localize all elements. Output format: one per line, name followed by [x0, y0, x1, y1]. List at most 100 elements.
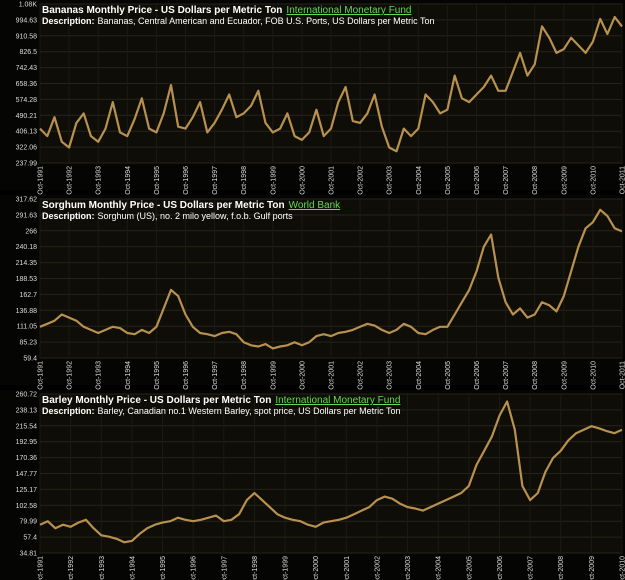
chart-title: Sorghum Monthly Price - US Dollars per M… — [42, 200, 285, 211]
x-tick-label: Oct-2000 — [313, 556, 320, 580]
x-tick-label: Oct-1996 — [183, 361, 190, 390]
x-tick-label: Oct-1995 — [154, 361, 161, 390]
x-tick-label: Oct-1999 — [270, 166, 277, 195]
y-tick-label: 214.35 — [16, 260, 38, 267]
x-tick-label: Oct-2009 — [561, 361, 568, 390]
y-tick-label: 266 — [25, 228, 37, 235]
x-tick-label: Oct-2010 — [590, 361, 597, 390]
y-tick-label: 826.5 — [19, 49, 37, 56]
x-tick-label: Oct-2002 — [374, 556, 381, 580]
x-tick-label: Oct-2004 — [436, 556, 443, 580]
x-tick-label: Oct-1997 — [212, 361, 219, 390]
y-tick-label: 658.36 — [16, 81, 38, 88]
x-tick-label: Oct-1995 — [160, 556, 167, 580]
y-tick-label: 291.63 — [16, 213, 38, 220]
y-tick-label: 59.4 — [23, 356, 37, 363]
y-tick-label: 406.13 — [16, 129, 38, 136]
description: Bananas, Central American and Ecuador, F… — [98, 16, 435, 26]
description-label: Description: — [42, 16, 95, 26]
chart-title-row: Barley Monthly Price - US Dollars per Me… — [42, 395, 400, 406]
x-tick-label: Oct-1994 — [125, 166, 132, 195]
source-link[interactable]: International Monetary Fund — [286, 5, 411, 16]
x-tick-label: Oct-2008 — [532, 166, 539, 195]
x-tick-label: Oct-2005 — [466, 556, 473, 580]
y-tick-label: 79.99 — [19, 519, 37, 526]
x-tick-label: Oct-2000 — [299, 361, 306, 390]
x-tick-label: Oct-2010 — [590, 166, 597, 195]
x-tick-label: Oct-2001 — [344, 556, 351, 580]
x-tick-label: Oct-1992 — [68, 556, 75, 580]
y-tick-label: 162.7 — [19, 292, 37, 299]
x-tick-label: Oct-1993 — [96, 361, 103, 390]
y-tick-label: 34.81 — [19, 551, 37, 558]
y-tick-label: 490.21 — [16, 113, 38, 120]
y-tick-label: 136.88 — [16, 308, 38, 315]
x-tick-label: Oct-2006 — [474, 361, 481, 390]
description-row: Description: Sorghum (US), no. 2 milo yel… — [42, 211, 293, 221]
y-tick-label: 317.62 — [16, 197, 38, 204]
x-tick-label: Oct-2004 — [416, 361, 423, 390]
y-tick-label: 215.54 — [16, 423, 38, 430]
x-tick-label: Oct-2008 — [532, 361, 539, 390]
x-tick-label: Oct-2003 — [387, 166, 394, 195]
x-tick-label: Oct-2008 — [558, 556, 565, 580]
description: Sorghum (US), no. 2 milo yellow, f.o.b. … — [98, 211, 294, 221]
description: Barley, Canadian no.1 Western Barley, sp… — [98, 406, 401, 416]
x-tick-label: Oct-2003 — [387, 361, 394, 390]
y-tick-label: 170.36 — [16, 455, 38, 462]
x-tick-label: Oct-1997 — [221, 556, 228, 580]
x-tick-label: Oct-1996 — [183, 166, 190, 195]
y-tick-label: 192.95 — [16, 439, 38, 446]
price-line — [39, 208, 623, 350]
x-tick-label: Oct-2007 — [528, 556, 535, 580]
x-tick-label: Oct-2002 — [358, 166, 365, 195]
x-tick-label: Oct-1993 — [96, 166, 103, 195]
x-tick-label: Oct-1994 — [129, 556, 136, 580]
chart-title-row: Bananas Monthly Price - US Dollars per M… — [42, 5, 412, 16]
x-tick-label: Oct-2009 — [589, 556, 596, 580]
x-tick-label: Oct-1999 — [270, 361, 277, 390]
x-tick-label: Oct-1991 — [38, 166, 45, 195]
y-tick-label: 188.53 — [16, 276, 38, 283]
y-tick-label: 240.18 — [16, 244, 38, 251]
price-line — [39, 400, 623, 544]
description-label: Description: — [42, 211, 95, 221]
x-tick-label: Oct-2011 — [620, 166, 625, 194]
y-tick-label: 742.43 — [16, 65, 38, 72]
x-tick-label: Oct-2003 — [405, 556, 412, 580]
y-tick-label: 111.05 — [17, 324, 37, 331]
y-tick-label: 260.72 — [16, 392, 38, 399]
x-tick-label: Oct-2002 — [358, 361, 365, 390]
y-tick-label: 238.13 — [16, 407, 38, 414]
x-tick-label: Oct-1992 — [67, 166, 74, 195]
chart-title: Bananas Monthly Price - US Dollars per M… — [42, 5, 282, 16]
source-link[interactable]: World Bank — [289, 200, 342, 211]
y-tick-label: 1.08K — [19, 2, 38, 9]
chart-title: Barley Monthly Price - US Dollars per Me… — [42, 395, 271, 406]
x-tick-label: Oct-2007 — [503, 361, 510, 390]
x-tick-label: Oct-1998 — [241, 166, 248, 195]
y-tick-label: 125.17 — [16, 487, 38, 494]
x-tick-label: Oct-1991 — [38, 556, 45, 580]
x-tick-label: Oct-2001 — [329, 361, 336, 390]
x-tick-label: Oct-2011 — [620, 361, 625, 389]
y-tick-label: 147.77 — [16, 471, 38, 478]
x-tick-label: Oct-1994 — [125, 361, 132, 390]
x-tick-label: Oct-1991 — [38, 361, 45, 390]
x-tick-label: Oct-2005 — [445, 166, 452, 195]
x-tick-label: Oct-1996 — [191, 556, 198, 580]
x-tick-label: Oct-2000 — [299, 166, 306, 195]
y-tick-label: 57.4 — [23, 535, 37, 542]
x-tick-label: Oct-1998 — [252, 556, 259, 580]
x-tick-label: Oct-1995 — [154, 166, 161, 195]
x-tick-label: Oct-2001 — [329, 166, 336, 195]
x-tick-label: Oct-1992 — [67, 361, 74, 390]
source-link[interactable]: International Monetary Fund — [275, 395, 400, 406]
x-tick-label: Oct-1999 — [283, 556, 290, 580]
x-tick-label: Oct-2004 — [416, 166, 423, 195]
description-row: Description: Barley, Canadian no.1 Wester… — [42, 406, 400, 416]
y-tick-label: 237.99 — [16, 161, 38, 168]
x-tick-label: Oct-2005 — [445, 361, 452, 390]
chart-title-row: Sorghum Monthly Price - US Dollars per M… — [42, 200, 341, 211]
